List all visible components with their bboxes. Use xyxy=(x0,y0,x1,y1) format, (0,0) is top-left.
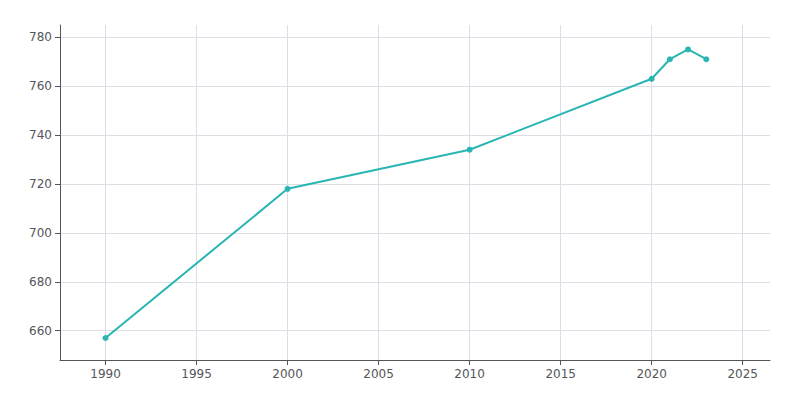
svg-text:740: 740 xyxy=(29,128,52,142)
svg-text:2015: 2015 xyxy=(545,367,576,381)
svg-text:1995: 1995 xyxy=(181,367,212,381)
svg-text:780: 780 xyxy=(29,30,52,44)
svg-text:760: 760 xyxy=(29,79,52,93)
svg-text:660: 660 xyxy=(29,324,52,338)
svg-text:2025: 2025 xyxy=(727,367,758,381)
svg-text:2000: 2000 xyxy=(272,367,303,381)
svg-text:700: 700 xyxy=(29,226,52,240)
svg-text:720: 720 xyxy=(29,177,52,191)
svg-text:2010: 2010 xyxy=(454,367,485,381)
svg-text:1990: 1990 xyxy=(90,367,121,381)
svg-text:2005: 2005 xyxy=(363,367,394,381)
svg-text:2020: 2020 xyxy=(636,367,667,381)
svg-text:680: 680 xyxy=(29,275,52,289)
